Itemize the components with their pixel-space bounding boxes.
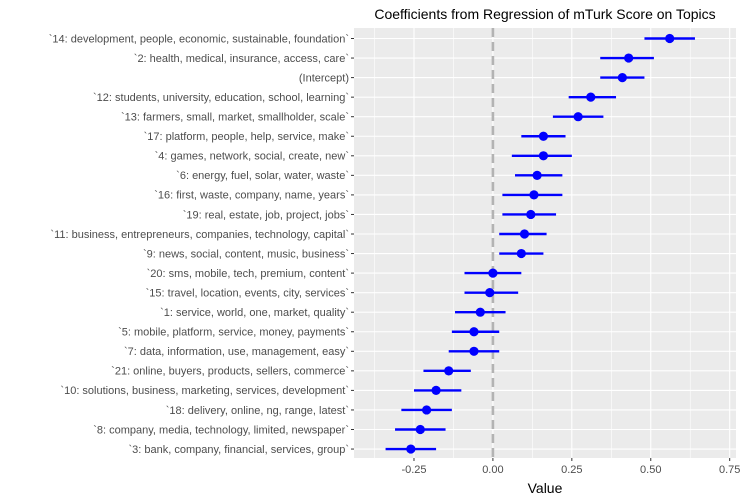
y-tick-label: `15: travel, location, events, city, ser… [146,287,349,299]
coefficient-point [485,288,495,298]
y-tick-label: `16: first, waste, company, name, years` [154,190,349,202]
x-tick-label: 0.50 [640,464,661,476]
x-tick-label: 0.75 [719,464,740,476]
x-tick-label: -0.25 [401,464,426,476]
y-tick-label: `12: students, university, education, sc… [93,92,349,104]
coefficient-point [573,112,583,122]
y-tick-label: `11: business, entrepreneurs, companies,… [50,229,349,241]
y-tick-label: `10: solutions, business, marketing, ser… [60,385,349,397]
y-tick-label: `14: development, people, economic, sust… [49,33,349,45]
coefficient-marks [385,33,695,454]
y-tick-label: `19: real, estate, job, project, jobs` [183,209,349,221]
x-axis-ticks: -0.25 0.00 0.25 0.50 0.75 [401,458,740,476]
coefficient-point [529,190,539,200]
y-tick-label: `5: mobile, platform, service, money, pa… [118,327,349,339]
chart-title: Coefficients from Regression of mTurk Sc… [374,6,715,22]
plot-panel [354,28,736,458]
coefficient-point [538,131,549,141]
coefficient-point [516,248,526,259]
coefficient-point [586,92,596,102]
y-tick-label: `18: delivery, online, ng, range, latest… [166,405,349,417]
y-axis-labels: `14: development, people, economic, sust… [49,33,354,456]
x-tick-label: 0.25 [561,464,582,476]
coefficient-point [475,307,485,317]
x-axis-title: Value [528,480,563,496]
coefficient-point [469,346,479,356]
x-tick-label: 0.00 [482,464,503,476]
y-tick-label: `4: games, network, social, create, new` [155,151,349,163]
y-tick-label: `3: bank, company, financial, services, … [128,444,349,456]
coefficient-point [538,151,549,161]
y-tick-label: (Intercept) [299,72,349,84]
coefficient-point [406,444,416,454]
coefficient-point [526,209,536,220]
coefficient-point [617,73,627,83]
coefficient-point [519,229,530,239]
coefficient-point [624,53,634,63]
coefficient-point [488,268,498,278]
coefficient-point [444,366,454,376]
coefficient-point [431,385,441,395]
coefficient-point [469,327,479,337]
coefficient-point [415,424,425,435]
y-tick-label: `7: data, information, use, management, … [124,346,349,358]
y-tick-label: `1: service, world, one, market, quality… [160,307,349,319]
coefficient-point [665,33,675,44]
y-tick-label: `21: online, buyers, products, sellers, … [111,366,349,378]
coefficient-point [532,170,542,180]
y-tick-label: `9: news, social, content, music, busine… [143,248,349,260]
y-tick-label: `17: platform, people, help, service, ma… [144,131,349,143]
y-tick-label: `2: health, medical, insurance, access, … [134,53,349,65]
y-tick-label: `20: sms, mobile, tech, premium, content… [147,268,349,280]
y-tick-label: `8: company, media, technology, limited,… [93,424,349,436]
coefficient-point [422,405,432,415]
y-tick-label: `6: energy, fuel, solar, water, waste` [176,170,349,182]
y-tick-label: `13: farmers, small, market, smallholder… [121,112,349,124]
